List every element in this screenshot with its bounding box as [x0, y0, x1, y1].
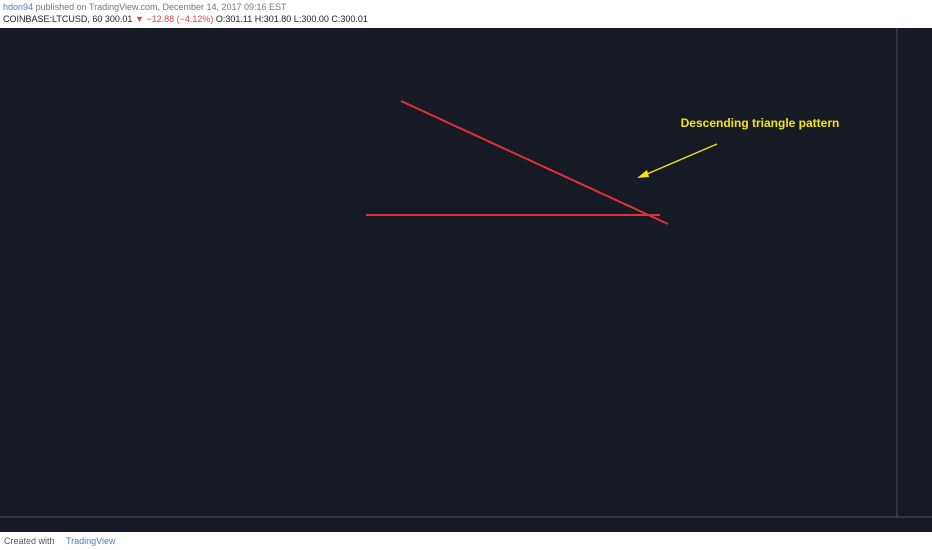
- ohlc: O:301.11 H:301.80 L:300.00 C:300.01: [215, 14, 368, 24]
- footer-brand[interactable]: TradingView: [66, 536, 116, 546]
- symbol-line: COINBASE:LTCUSD, 60 300.01 ▼ −12.88 (−4.…: [3, 14, 368, 24]
- header: hdon94 published on TradingView.com, Dec…: [0, 0, 932, 28]
- footer-text: Created with: [4, 536, 55, 546]
- author[interactable]: hdon94: [3, 2, 34, 12]
- change: ▼ −12.88 (−4.12%): [134, 14, 214, 24]
- arrow: [639, 143, 718, 178]
- chart-background: [0, 28, 932, 532]
- chart: Descending triangle pattern: [0, 28, 932, 532]
- annotation: Descending triangle pattern: [681, 116, 840, 130]
- arrow-head: [637, 170, 649, 178]
- publish-line: hdon94 published on TradingView.com, Dec…: [3, 2, 287, 12]
- published: published on TradingView.com, December 1…: [35, 2, 287, 12]
- footer: Created with TradingView: [0, 532, 932, 550]
- symbol: COINBASE:LTCUSD, 60: [3, 14, 103, 24]
- trend-line: [400, 100, 669, 225]
- last: 300.01: [104, 14, 133, 24]
